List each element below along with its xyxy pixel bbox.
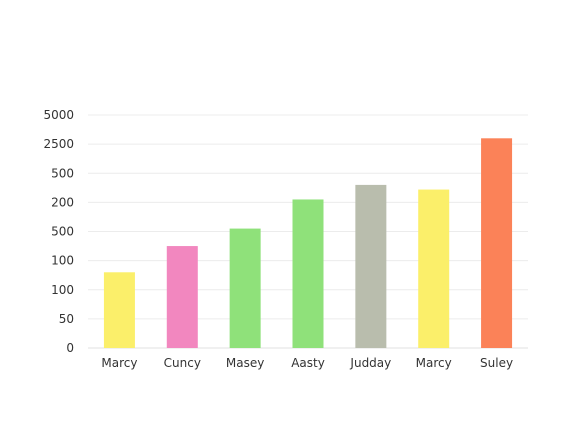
bar-7 <box>481 138 513 348</box>
y-tick-label: 100 <box>51 254 74 268</box>
y-tick-label: 500 <box>51 166 74 180</box>
bar-1 <box>103 272 135 348</box>
x-category-label: Marcy <box>416 356 452 370</box>
bars <box>103 138 513 348</box>
y-tick-label: 50 <box>59 312 74 326</box>
x-category-label: Aasty <box>291 356 325 370</box>
bar-6 <box>418 189 450 348</box>
y-tick-label: 100 <box>51 283 74 297</box>
y-tick-label: 5000 <box>43 108 74 122</box>
y-tick-label: 0 <box>66 341 74 355</box>
bar-4 <box>292 199 324 348</box>
y-tick-label: 500 <box>51 225 74 239</box>
y-tick-label: 2500 <box>43 137 74 151</box>
x-category-label: Judday <box>349 356 391 370</box>
x-category-label: Marcy <box>101 356 137 370</box>
y-tick-label: 200 <box>51 195 74 209</box>
y-axis-tick-labels: 0 50 100 100 500 200 500 2500 5000 <box>43 108 74 355</box>
bar-2 <box>166 246 198 348</box>
bar-5 <box>355 184 387 348</box>
x-category-label: Masey <box>226 356 264 370</box>
x-axis-category-labels: Marcy Cuncy Masey Aasty Judday Marcy Suley <box>101 356 513 370</box>
bar-3 <box>229 228 261 348</box>
x-category-label: Suley <box>480 356 513 370</box>
x-category-label: Cuncy <box>164 356 201 370</box>
